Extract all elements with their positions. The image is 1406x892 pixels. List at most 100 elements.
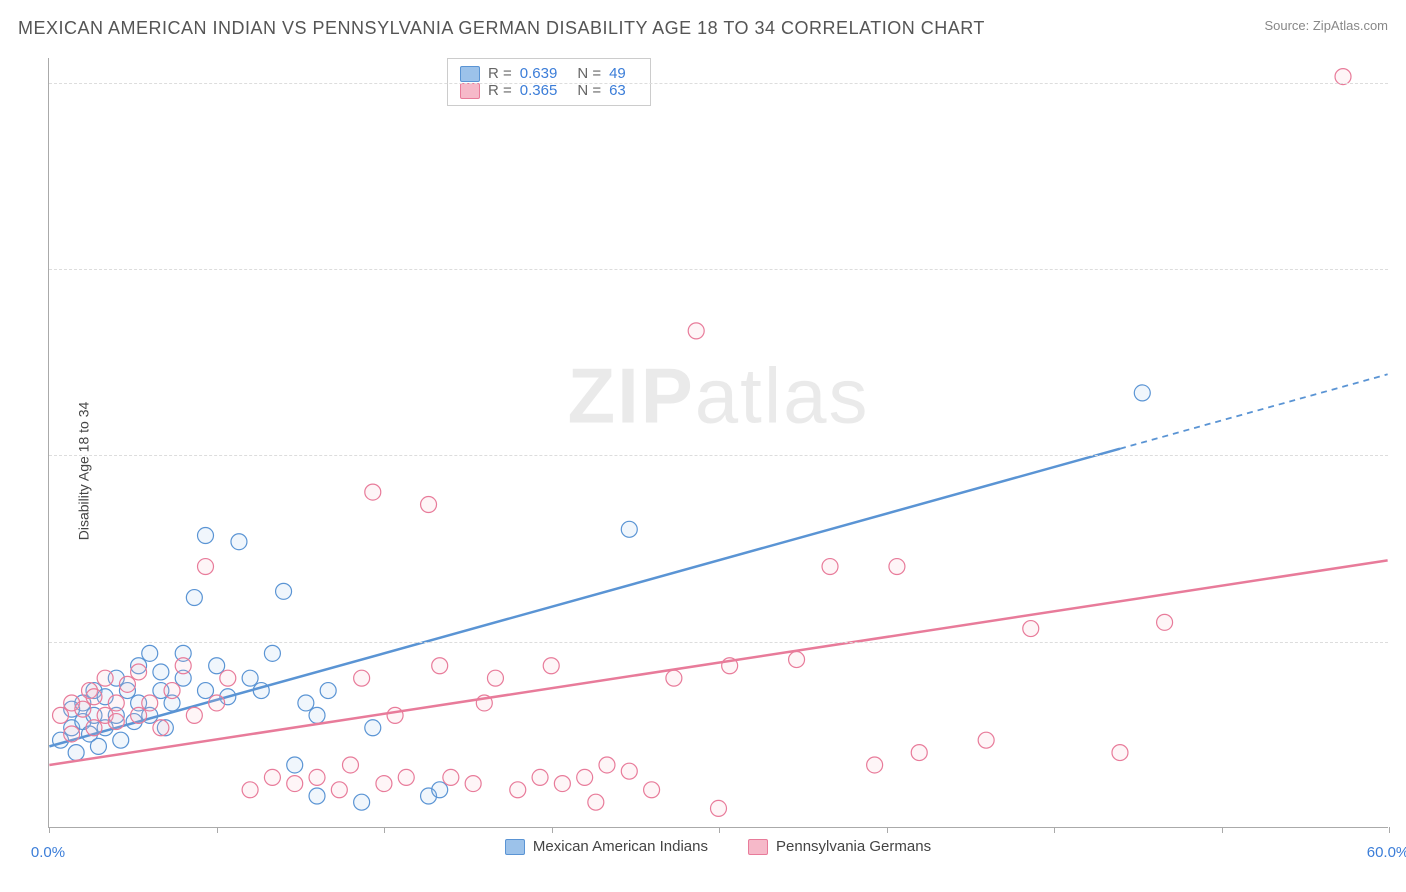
data-point xyxy=(711,800,727,816)
data-point xyxy=(309,707,325,723)
gridline xyxy=(49,83,1388,84)
data-point xyxy=(287,757,303,773)
data-point xyxy=(75,701,91,717)
data-point xyxy=(320,683,336,699)
x-tick xyxy=(217,827,218,833)
data-point xyxy=(209,695,225,711)
data-point xyxy=(309,788,325,804)
data-point xyxy=(532,769,548,785)
data-point xyxy=(220,670,236,686)
legend-swatch xyxy=(460,66,480,82)
data-point xyxy=(209,658,225,674)
data-point xyxy=(889,559,905,575)
data-point xyxy=(554,776,570,792)
data-point xyxy=(264,769,280,785)
data-point xyxy=(231,534,247,550)
data-point xyxy=(264,645,280,661)
data-point xyxy=(510,782,526,798)
data-point xyxy=(1157,614,1173,630)
data-point xyxy=(153,720,169,736)
data-point xyxy=(113,732,129,748)
data-point xyxy=(287,776,303,792)
data-point xyxy=(365,720,381,736)
data-point xyxy=(911,745,927,761)
data-point xyxy=(387,707,403,723)
data-point xyxy=(164,683,180,699)
n-label: N = xyxy=(577,82,601,99)
data-point xyxy=(1134,385,1150,401)
x-tick xyxy=(552,827,553,833)
data-point xyxy=(432,782,448,798)
legend-item: Mexican American Indians xyxy=(505,838,708,884)
data-point xyxy=(543,658,559,674)
data-point xyxy=(621,521,637,537)
data-point xyxy=(342,757,358,773)
y-tick-label: 45.0% xyxy=(1396,279,1406,296)
data-point xyxy=(64,726,80,742)
data-point xyxy=(131,707,147,723)
series-name: Pennsylvania Germans xyxy=(776,838,931,855)
data-point xyxy=(398,769,414,785)
x-tick xyxy=(719,827,720,833)
data-point xyxy=(432,658,448,674)
data-point xyxy=(789,652,805,668)
chart-title: MEXICAN AMERICAN INDIAN VS PENNSYLVANIA … xyxy=(18,18,985,39)
data-point xyxy=(131,664,147,680)
data-point xyxy=(331,782,347,798)
source-attribution: Source: ZipAtlas.com xyxy=(1264,18,1388,33)
series-name: Mexican American Indians xyxy=(533,838,708,855)
data-point xyxy=(465,776,481,792)
legend-row: R = 0.639N = 49 xyxy=(460,65,638,82)
data-point xyxy=(978,732,994,748)
data-point xyxy=(86,689,102,705)
data-point xyxy=(354,794,370,810)
x-tick xyxy=(384,827,385,833)
x-tick xyxy=(1389,827,1390,833)
data-point xyxy=(86,720,102,736)
data-point xyxy=(198,559,214,575)
y-tick-label: 15.0% xyxy=(1396,651,1406,668)
series-legend: Mexican American Indians Pennsylvania Ger… xyxy=(48,838,1388,884)
header: MEXICAN AMERICAN INDIAN VS PENNSYLVANIA … xyxy=(0,0,1406,47)
legend-row: R = 0.365 N = 63 xyxy=(460,82,638,99)
data-point xyxy=(119,676,135,692)
n-value: 63 xyxy=(609,82,626,99)
data-point xyxy=(354,670,370,686)
n-value: 49 xyxy=(609,65,626,82)
x-tick xyxy=(49,827,50,833)
data-point xyxy=(108,695,124,711)
gridline xyxy=(49,455,1388,456)
data-point xyxy=(577,769,593,785)
r-label: R = xyxy=(488,65,512,82)
legend-swatch xyxy=(748,839,768,855)
data-point xyxy=(68,745,84,761)
data-point xyxy=(97,670,113,686)
regression-line-extrapolated xyxy=(1120,374,1388,448)
r-value: 0.365 xyxy=(520,82,558,99)
data-point xyxy=(198,683,214,699)
data-point xyxy=(599,757,615,773)
x-axis-endpoint-label: 60.0% xyxy=(1367,844,1406,861)
data-point xyxy=(53,707,69,723)
x-axis-endpoint-label: 0.0% xyxy=(31,844,65,861)
data-point xyxy=(175,658,191,674)
data-point xyxy=(142,645,158,661)
data-point xyxy=(644,782,660,798)
gridline xyxy=(49,642,1388,643)
data-point xyxy=(276,583,292,599)
x-tick xyxy=(1054,827,1055,833)
data-point xyxy=(666,670,682,686)
data-point xyxy=(1023,621,1039,637)
r-label: R = xyxy=(488,82,512,99)
y-tick-label: 30.0% xyxy=(1396,465,1406,482)
data-point xyxy=(487,670,503,686)
x-tick xyxy=(1222,827,1223,833)
data-point xyxy=(867,757,883,773)
gridline xyxy=(49,269,1388,270)
r-value: 0.639 xyxy=(520,65,558,82)
data-point xyxy=(443,769,459,785)
data-point xyxy=(90,738,106,754)
legend-swatch xyxy=(505,839,525,855)
chart-svg xyxy=(49,58,1388,827)
chart-container: Disability Age 18 to 34 ZIPatlas R = 0.6… xyxy=(0,50,1406,892)
